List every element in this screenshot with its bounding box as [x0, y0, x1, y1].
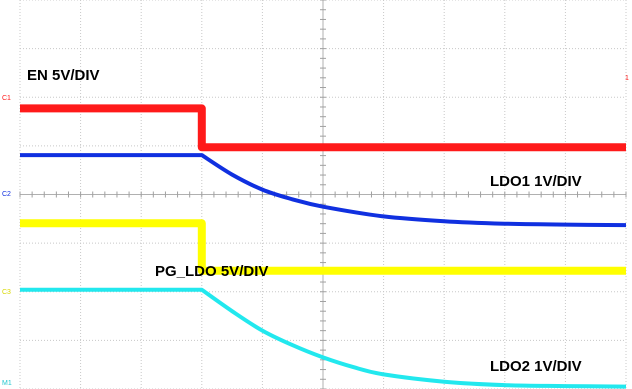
ch3-trace [20, 219, 626, 275]
graticule [19, 0, 627, 389]
m1-ground-marker: M1 [2, 380, 12, 387]
pg-ldo-trace-label: PG_LDO 5V/DIV [155, 263, 268, 280]
ldo1-trace-label: LDO1 1V/DIV [490, 173, 582, 190]
ch2-ground-marker: C2 [2, 191, 11, 198]
trigger-level-marker: 1 [625, 75, 629, 82]
en-trace-label: EN 5V/DIV [27, 67, 100, 84]
ldo2-trace-label: LDO2 1V/DIV [490, 358, 582, 375]
ch1-trace [20, 104, 626, 152]
m1-trace [20, 287, 627, 389]
ch3-ground-marker: C3 [2, 289, 11, 296]
waveform-traces [20, 104, 627, 389]
ch2-trace [20, 153, 627, 228]
ch1-ground-marker: C1 [2, 95, 11, 102]
